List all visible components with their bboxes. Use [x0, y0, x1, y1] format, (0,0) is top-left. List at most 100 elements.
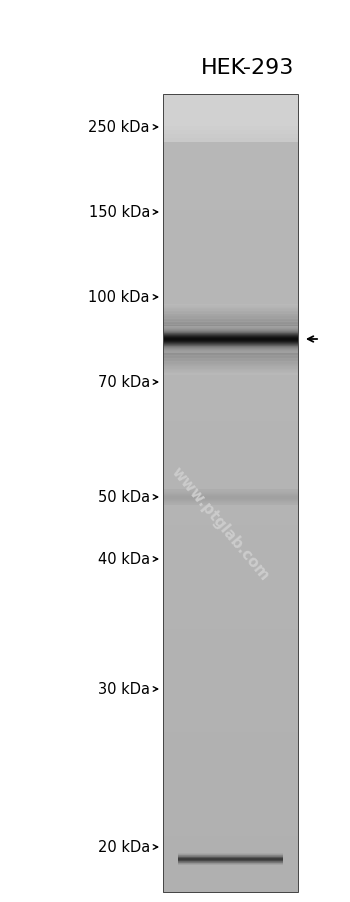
- Bar: [163, 342, 298, 347]
- Bar: [163, 103, 298, 108]
- Text: 250 kDa: 250 kDa: [89, 120, 150, 135]
- Bar: [163, 382, 298, 387]
- Bar: [163, 577, 298, 582]
- Bar: [163, 876, 298, 881]
- Bar: [163, 358, 298, 360]
- Bar: [163, 367, 298, 369]
- Bar: [163, 364, 298, 365]
- Bar: [163, 446, 298, 451]
- Bar: [163, 485, 298, 491]
- Bar: [163, 372, 298, 373]
- Bar: [163, 462, 298, 466]
- Bar: [163, 848, 298, 853]
- Bar: [163, 310, 298, 315]
- Bar: [163, 370, 298, 375]
- Bar: [163, 713, 298, 718]
- Bar: [163, 358, 298, 359]
- Text: HEK-293: HEK-293: [201, 58, 295, 78]
- Bar: [163, 502, 298, 503]
- Bar: [163, 373, 298, 374]
- Bar: [163, 833, 298, 837]
- Bar: [163, 585, 298, 590]
- Bar: [163, 454, 298, 458]
- Bar: [163, 609, 298, 614]
- Bar: [163, 357, 298, 358]
- Bar: [163, 861, 298, 865]
- Bar: [163, 597, 298, 602]
- Text: 100 kDa: 100 kDa: [89, 290, 150, 305]
- Bar: [163, 617, 298, 622]
- Bar: [163, 665, 298, 670]
- Bar: [163, 170, 298, 176]
- Bar: [163, 541, 298, 547]
- Bar: [163, 828, 298, 833]
- Bar: [163, 852, 298, 857]
- Bar: [163, 780, 298, 786]
- Bar: [163, 685, 298, 690]
- Bar: [163, 737, 298, 741]
- Bar: [163, 354, 298, 359]
- Bar: [163, 366, 298, 367]
- Bar: [163, 390, 298, 395]
- Bar: [163, 235, 298, 239]
- Bar: [163, 553, 298, 558]
- Bar: [163, 888, 298, 893]
- Bar: [163, 326, 298, 331]
- Bar: [163, 772, 298, 778]
- Bar: [163, 305, 298, 306]
- Bar: [163, 437, 298, 443]
- Bar: [163, 434, 298, 438]
- Bar: [163, 378, 298, 382]
- Bar: [163, 294, 298, 299]
- Bar: [163, 490, 298, 494]
- Bar: [163, 482, 298, 486]
- Bar: [163, 426, 298, 430]
- Bar: [163, 525, 298, 530]
- Bar: [163, 401, 298, 407]
- Bar: [163, 374, 298, 379]
- Bar: [163, 326, 298, 327]
- Bar: [163, 106, 298, 112]
- Bar: [163, 326, 298, 327]
- Bar: [163, 744, 298, 750]
- Bar: [163, 533, 298, 538]
- Bar: [163, 271, 298, 275]
- Bar: [163, 246, 298, 252]
- Bar: [163, 358, 298, 363]
- Bar: [163, 162, 298, 168]
- Bar: [163, 741, 298, 746]
- Bar: [163, 796, 298, 801]
- Bar: [163, 371, 298, 373]
- Bar: [163, 398, 298, 403]
- Bar: [163, 549, 298, 554]
- Bar: [163, 629, 298, 634]
- Bar: [163, 521, 298, 527]
- Bar: [163, 362, 298, 363]
- Bar: [163, 131, 298, 135]
- Bar: [163, 633, 298, 638]
- Bar: [163, 370, 298, 372]
- Bar: [163, 210, 298, 216]
- Bar: [163, 354, 298, 355]
- Bar: [163, 872, 298, 877]
- Bar: [163, 386, 298, 391]
- Bar: [163, 557, 298, 562]
- Text: 50 kDa: 50 kDa: [98, 490, 150, 505]
- Bar: [163, 309, 298, 310]
- Bar: [163, 884, 298, 889]
- Bar: [163, 589, 298, 594]
- Bar: [163, 321, 298, 323]
- Bar: [163, 312, 298, 313]
- Bar: [163, 477, 298, 483]
- Bar: [163, 724, 298, 730]
- Bar: [163, 418, 298, 423]
- Bar: [163, 693, 298, 698]
- Bar: [163, 356, 298, 357]
- Bar: [163, 308, 298, 309]
- Bar: [163, 840, 298, 845]
- Bar: [163, 788, 298, 794]
- Bar: [163, 410, 298, 415]
- Text: 20 kDa: 20 kDa: [98, 840, 150, 854]
- Bar: [163, 717, 298, 722]
- Bar: [163, 496, 298, 497]
